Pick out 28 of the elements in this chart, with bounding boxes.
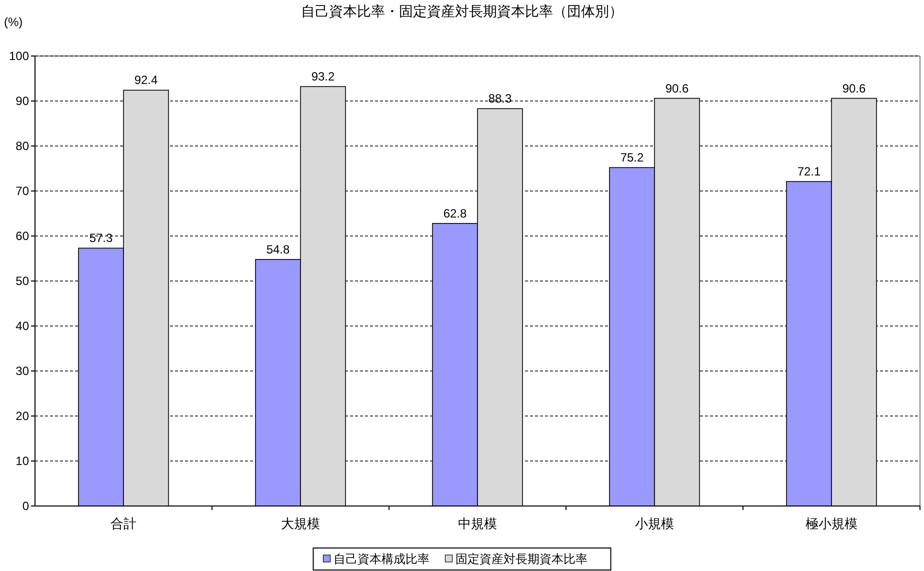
data-label: 93.2 xyxy=(311,70,335,84)
y-tick-label: 100 xyxy=(8,49,30,63)
y-tick-label: 60 xyxy=(16,229,30,243)
x-tick-label: 中規模 xyxy=(458,516,497,531)
data-label: 92.4 xyxy=(134,73,158,88)
y-tick-label: 70 xyxy=(16,184,30,198)
data-label: 72.1 xyxy=(797,164,821,179)
y-axis-title: (%) xyxy=(4,15,23,29)
legend-label: 固定資産対長期資本比率 xyxy=(455,552,588,566)
data-label: 90.6 xyxy=(842,81,866,96)
x-tick-label: 小規模 xyxy=(635,516,674,531)
data-label: 90.6 xyxy=(665,81,689,96)
y-tick-label: 90 xyxy=(16,94,30,108)
y-tick-label: 10 xyxy=(16,454,30,468)
x-tick-label: 大規模 xyxy=(281,516,320,531)
x-tick-label: 極小規模 xyxy=(806,516,858,531)
data-label: 75.2 xyxy=(620,150,644,165)
y-tick-label: 0 xyxy=(22,499,30,513)
y-tick-label: 40 xyxy=(16,319,30,333)
y-tick-label: 30 xyxy=(16,364,30,378)
y-tick-label: 50 xyxy=(16,274,30,288)
legend-label: 自己資本構成比率 xyxy=(333,552,430,566)
data-label: 54.8 xyxy=(266,242,290,256)
y-tick-label: 20 xyxy=(16,409,30,423)
x-tick-label: 合計 xyxy=(110,516,136,531)
data-label: 62.8 xyxy=(443,206,467,220)
y-tick-label: 80 xyxy=(16,139,30,153)
chart-title: 自己資本比率・固定資産対長期資本比率（団体別） xyxy=(301,3,623,19)
